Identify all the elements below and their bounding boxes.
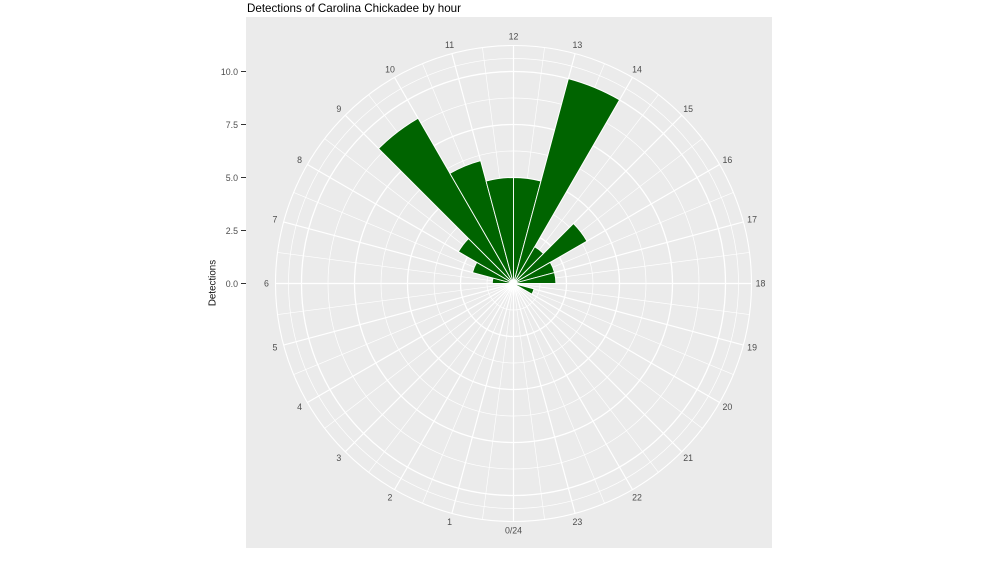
hour-label-1: 1 <box>447 517 452 527</box>
hour-label-19: 19 <box>747 342 757 352</box>
y-tick-label-7.5: 7.5 <box>225 119 238 130</box>
grid-spoke-minor <box>513 283 545 520</box>
hour-label-20: 20 <box>723 402 733 412</box>
grid-spoke-minor <box>422 283 514 504</box>
hour-label-14: 14 <box>632 65 642 75</box>
hour-label-12: 12 <box>509 32 519 42</box>
grid-spoke-minor <box>482 283 514 520</box>
y-tick-mark <box>241 124 246 125</box>
grid-spoke-minor <box>513 283 605 504</box>
hour-label-22: 22 <box>632 492 642 502</box>
bar-hour-15 <box>513 223 588 284</box>
hour-label-18: 18 <box>756 279 766 289</box>
grid-spoke-minor <box>513 283 703 429</box>
y-tick-mark <box>241 283 246 284</box>
hour-label-16: 16 <box>723 155 733 165</box>
hour-label-4: 4 <box>297 402 302 412</box>
hour-label-6: 6 <box>264 279 269 289</box>
y-tick-label-5.0: 5.0 <box>225 172 238 183</box>
hour-label-2: 2 <box>388 492 393 502</box>
hour-label-13: 13 <box>573 40 583 50</box>
hour-label-11: 11 <box>445 40 454 50</box>
grid-spoke-minor <box>324 283 514 429</box>
grid-spoke-major <box>451 283 515 514</box>
hour-label-9: 9 <box>336 104 341 114</box>
y-tick-label-10.0: 10.0 <box>220 66 238 77</box>
bar-hour-13 <box>513 78 620 284</box>
grid-spoke-minor <box>513 283 659 473</box>
grid-spoke-major <box>307 282 514 404</box>
hour-label-15: 15 <box>683 104 693 114</box>
grid-spoke-minor <box>277 283 514 315</box>
hour-label-23: 23 <box>573 517 583 527</box>
hour-label-5: 5 <box>272 342 277 352</box>
grid-spoke-major <box>344 283 514 453</box>
grid-spoke-minor <box>513 283 734 375</box>
grid-spoke-major <box>283 282 514 346</box>
grid-spoke-minor <box>368 283 514 473</box>
grid-spoke-major <box>513 283 683 453</box>
grid-spoke-major <box>512 283 634 490</box>
hour-label-21: 21 <box>683 453 693 463</box>
bar-hour-10 <box>449 160 514 284</box>
y-tick-label-0.0: 0.0 <box>225 278 238 289</box>
chart-title: Detections of Carolina Chickadee by hour <box>247 2 461 15</box>
grid-spoke-minor <box>277 252 514 284</box>
y-tick-label-2.5: 2.5 <box>225 225 238 236</box>
bar-hour-19 <box>513 283 535 295</box>
hour-labels: 0/24123456789101112131415161718192021222… <box>264 32 765 536</box>
bars <box>378 78 620 295</box>
hour-label-3: 3 <box>336 453 341 463</box>
grid-spoke-minor <box>513 283 750 315</box>
hour-label-17: 17 <box>747 215 757 225</box>
grid-spoke-major <box>512 283 576 514</box>
hour-label-8: 8 <box>297 155 302 165</box>
y-tick-mark <box>241 177 246 178</box>
bar-hour-17 <box>513 272 557 284</box>
hour-label-7: 7 <box>272 215 277 225</box>
y-tick-mark <box>241 71 246 72</box>
hour-label-0: 0/24 <box>505 526 522 536</box>
grid-spoke-major <box>513 282 744 346</box>
hour-label-10: 10 <box>385 65 395 75</box>
grid-spoke-major <box>393 283 515 490</box>
y-tick-mark <box>241 230 246 231</box>
grid-spoke-major <box>513 282 720 404</box>
grid-spoke-minor <box>293 283 514 375</box>
bar-hour-9 <box>378 117 514 284</box>
